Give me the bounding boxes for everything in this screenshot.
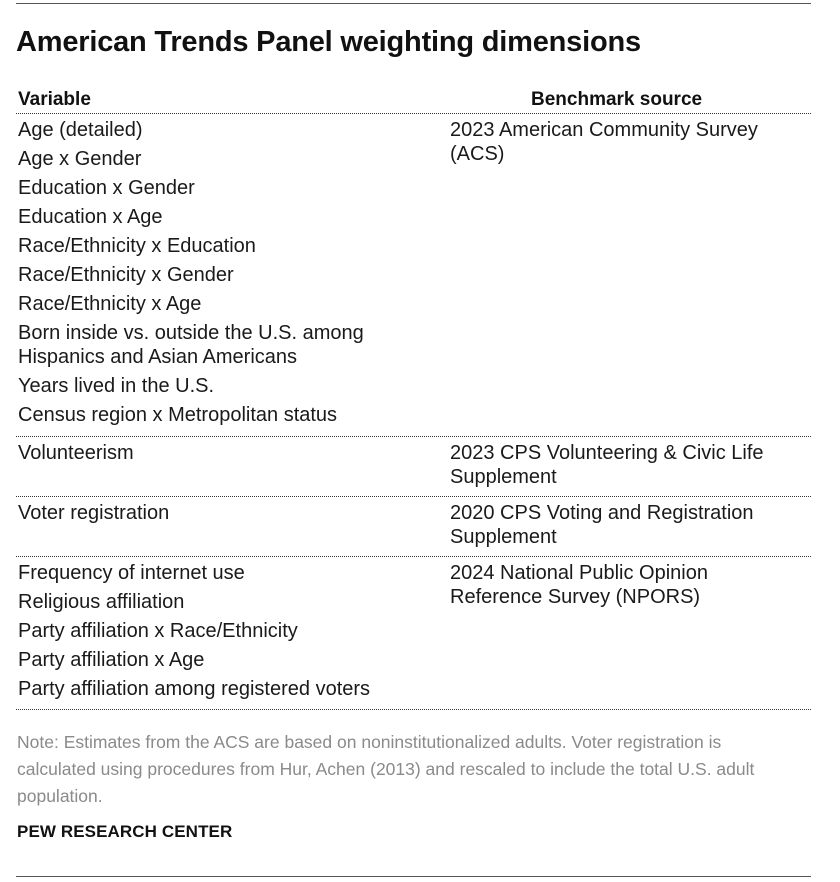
list-item: Education x Age (18, 206, 163, 228)
list-item: Party affiliation x Age (18, 649, 205, 671)
list-item: Party affiliation among registered voter… (18, 678, 371, 700)
list-item: Education x Gender (18, 177, 195, 199)
header-divider (16, 113, 811, 114)
brand-logo-text: PEW RESEARCH CENTER (17, 822, 233, 841)
row-divider (16, 496, 811, 497)
list-item: Census region x Metropolitan status (18, 404, 338, 426)
list-item: Age x Gender (18, 148, 142, 170)
list-item: Born inside vs. outside the U.S. among H… (18, 322, 364, 368)
benchmark-source: 2023 CPS Volunteering & Civic Life Suppl… (450, 442, 764, 488)
benchmark-source: 2023 American Community Survey (ACS) (450, 119, 758, 165)
variable-list: Volunteerism (18, 441, 438, 470)
footnote: Note: Estimates from the ACS are based o… (17, 732, 755, 806)
list-item: Race/Ethnicity x Age (18, 293, 202, 315)
list-item: Voter registration (18, 502, 170, 524)
list-item: Race/Ethnicity x Education (18, 235, 256, 257)
variable-list: Age (detailed) Age x Gender Education x … (18, 118, 438, 432)
variable-list: Voter registration (18, 501, 438, 530)
list-item: Years lived in the U.S. (18, 375, 215, 397)
benchmark-source: 2024 National Public Opinion Reference S… (450, 562, 708, 608)
row-divider (16, 709, 811, 710)
list-item: Party affiliation x Race/Ethnicity (18, 620, 298, 642)
list-item: Frequency of internet use (18, 562, 245, 584)
list-item: Religious affiliation (18, 591, 185, 613)
variable-list: Frequency of internet use Religious affi… (18, 561, 438, 706)
list-item: Race/Ethnicity x Gender (18, 264, 234, 286)
list-item: Age (detailed) (18, 119, 143, 141)
bottom-rule (16, 876, 811, 877)
row-divider (16, 556, 811, 557)
page-title: American Trends Panel weighting dimensio… (16, 26, 641, 58)
column-header-variable: Variable (18, 89, 91, 110)
top-rule (16, 3, 811, 4)
list-item: Volunteerism (18, 442, 134, 464)
row-divider (16, 436, 811, 437)
column-header-benchmark-source: Benchmark source (531, 89, 703, 110)
benchmark-source: 2020 CPS Voting and Registration Supplem… (450, 502, 754, 548)
